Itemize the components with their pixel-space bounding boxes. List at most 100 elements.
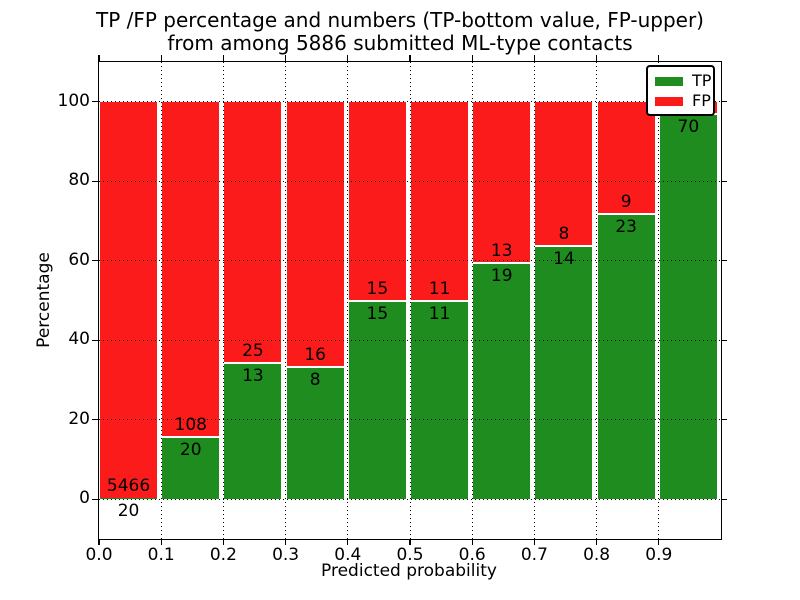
x-tick-label: 0.8 <box>583 545 611 565</box>
bar-segment-fp <box>224 101 282 364</box>
legend-swatch-fp <box>655 96 683 106</box>
bar-segment-fp <box>473 101 531 264</box>
bar-label-fp: 15 <box>366 278 389 299</box>
x-tick-label: 0.9 <box>645 545 673 565</box>
x-tick-mark <box>222 539 225 545</box>
x-tick-mark <box>595 539 598 545</box>
x-tick-label: 0.3 <box>272 545 300 565</box>
x-tick-mark <box>347 539 349 545</box>
bar-separator <box>162 436 220 439</box>
x-tick-mark <box>471 539 473 545</box>
bar-segment-tp <box>100 497 158 500</box>
y-tick-label: 20 <box>68 408 90 429</box>
x-tick-mark-top <box>533 55 536 61</box>
gridline-horizontal <box>99 419 721 421</box>
y-tick-mark-right <box>721 180 727 182</box>
gridline-vertical <box>409 62 411 539</box>
bar-segment-tp <box>348 300 406 500</box>
x-axis-label: Predicted probability <box>321 561 497 581</box>
bar-label-fp: 25 <box>242 341 264 362</box>
chart-title: TP /FP percentage and numbers (TP-bottom… <box>0 9 800 55</box>
y-tick-label: 0 <box>79 488 90 509</box>
x-tick-mark <box>658 539 660 545</box>
bar-segment-fp <box>162 101 220 438</box>
bar-segment-fp <box>100 101 158 498</box>
legend-label-tp: TP <box>692 71 712 90</box>
x-tick-mark-top <box>160 55 162 61</box>
legend: TP FP <box>646 65 715 116</box>
bar-label-tp: 20 <box>179 440 202 461</box>
x-tick-label: 0.4 <box>334 545 362 565</box>
y-tick-mark-right <box>721 419 727 421</box>
y-tick-label: 100 <box>57 90 90 111</box>
bar-segment-fp <box>535 101 593 247</box>
x-tick-mark-top <box>98 55 100 61</box>
bar-separator <box>224 362 282 365</box>
bar-segment-tp <box>597 213 655 500</box>
bar-segment-tp <box>659 113 717 500</box>
bar-label-fp: 5466 <box>106 475 151 496</box>
y-tick-mark <box>92 339 98 341</box>
x-tick-mark-top <box>595 55 598 61</box>
bar-label-fp: 8 <box>558 224 570 245</box>
bar-segment-tp <box>473 263 531 500</box>
x-tick-mark-top <box>471 55 473 61</box>
bar-label-tp: 70 <box>677 116 700 137</box>
bar-label-tp: 19 <box>490 266 513 287</box>
x-tick-label: 0.2 <box>209 545 237 565</box>
x-tick-mark-top <box>284 55 287 61</box>
gridline-horizontal <box>99 180 721 182</box>
y-tick-mark-right <box>721 339 727 341</box>
bar-label-tp: 20 <box>117 500 140 521</box>
plot-area: 5466 20 108 20 25 13 16 8 15 15 11 11 13 19 8 14 9 23 70 <box>92 55 727 545</box>
x-tick-label: 0.1 <box>147 545 175 565</box>
bar-segment-tp <box>224 363 282 500</box>
y-tick-mark-right <box>721 101 727 103</box>
y-tick-mark <box>92 260 98 262</box>
bar-separator <box>348 299 406 302</box>
x-tick-label: 0.0 <box>85 545 113 565</box>
x-tick-mark <box>98 539 100 545</box>
gridline-horizontal <box>99 101 721 103</box>
bar-segment-tp <box>286 366 344 500</box>
y-tick-label: 40 <box>68 329 90 350</box>
gridline-horizontal <box>99 498 721 500</box>
y-tick-label: 60 <box>68 249 90 270</box>
y-tick-mark-right <box>721 498 727 500</box>
gridline-vertical <box>160 62 162 539</box>
bar-label-tp: 8 <box>309 369 321 390</box>
x-tick-mark <box>160 539 162 545</box>
legend-row-fp: FP <box>655 91 713 111</box>
gridline-vertical <box>222 62 224 539</box>
x-tick-mark <box>533 539 536 545</box>
bar-segment-tp <box>411 300 469 500</box>
gridline-vertical <box>347 62 349 539</box>
bar-separator <box>535 245 593 248</box>
bar-segment-fp <box>286 101 344 367</box>
bar-label-fp: 108 <box>174 415 207 436</box>
bar-segment-fp <box>597 101 655 214</box>
gridline-vertical <box>533 62 535 539</box>
x-tick-mark-top <box>658 55 660 61</box>
gridline-horizontal <box>99 339 721 341</box>
bar-separator <box>286 365 344 368</box>
gridline-horizontal <box>99 260 721 262</box>
gridline-vertical <box>471 62 473 539</box>
bar-label-tp: 23 <box>615 216 637 237</box>
bar-label-tp: 11 <box>428 303 451 324</box>
y-tick-label: 80 <box>68 170 90 191</box>
gridline-vertical <box>285 62 287 539</box>
legend-swatch-tp <box>655 76 683 86</box>
bar-segment-tp <box>162 437 220 500</box>
x-tick-mark-top <box>347 55 349 61</box>
x-tick-label: 0.7 <box>520 545 548 565</box>
bar-label-fp: 9 <box>620 191 632 212</box>
y-tick-mark <box>92 180 98 182</box>
bar-label-fp: 16 <box>304 344 326 365</box>
bar-label-fp: 11 <box>428 278 451 299</box>
bar-segment-fp <box>411 101 469 301</box>
x-tick-label: 0.6 <box>458 545 486 565</box>
x-tick-mark <box>409 539 411 545</box>
bar-label-fp: 13 <box>490 241 513 262</box>
bar-label-tp: 13 <box>242 366 264 387</box>
